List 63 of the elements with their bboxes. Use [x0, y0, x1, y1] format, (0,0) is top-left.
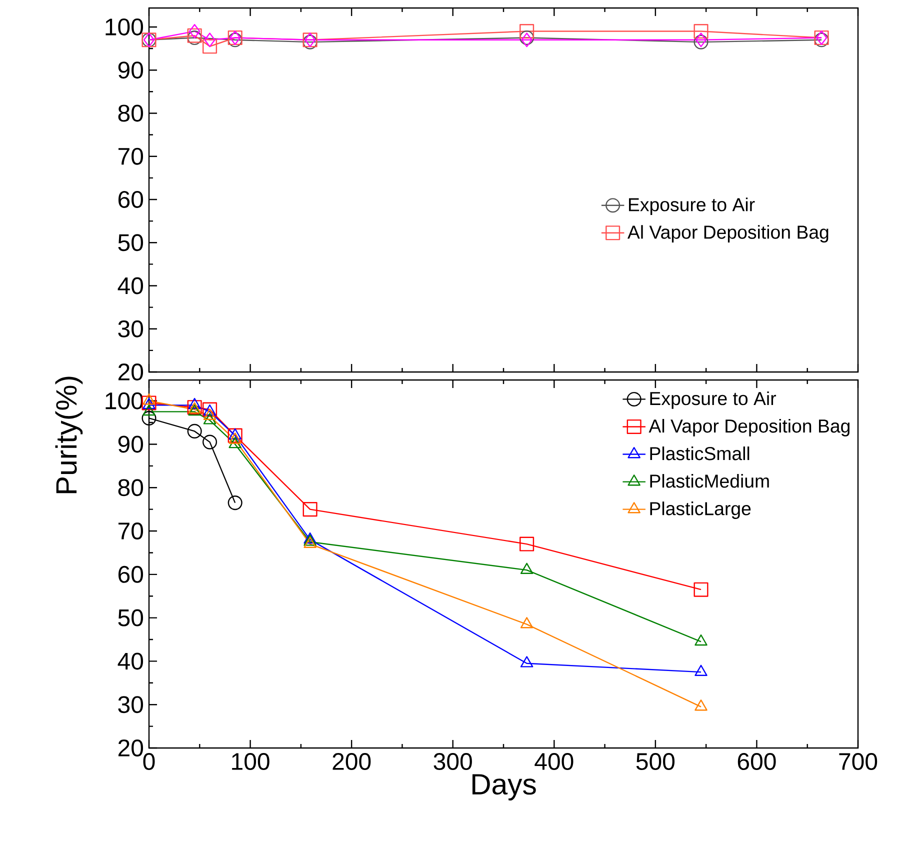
- y-tick-label: 60: [118, 190, 144, 208]
- x-tick-label: 300: [434, 753, 472, 770]
- y-tick-label: 70: [118, 148, 144, 165]
- y-tick-label: 90: [118, 436, 144, 453]
- point: [142, 404, 156, 416]
- x-tick-label: 700: [839, 753, 878, 770]
- point: [304, 532, 316, 544]
- x-axis-title: Days: [472, 774, 536, 800]
- legend-label: Exposure to Air: [650, 391, 776, 409]
- point: [520, 536, 534, 552]
- y-tick-label: 60: [118, 566, 144, 583]
- point: [228, 432, 242, 444]
- y-tick-label: 30: [118, 696, 144, 714]
- point: [228, 428, 242, 443]
- y-tick-label: 70: [118, 522, 144, 540]
- y-tick-label: 40: [118, 652, 144, 670]
- point: [520, 617, 534, 628]
- point: [520, 24, 534, 39]
- x-tick-label: 600: [738, 753, 776, 770]
- y-tick-label: 20: [118, 363, 144, 380]
- y-tick-label: 40: [118, 277, 144, 294]
- point: [694, 664, 708, 676]
- legend-label: Al Vapor Deposition Bag: [648, 418, 850, 436]
- point: [228, 428, 242, 440]
- y-tick-label: 80: [118, 479, 144, 496]
- legend-label: PlasticMedium: [650, 474, 769, 488]
- point: [188, 398, 201, 410]
- y-tick-label: 100: [106, 18, 144, 36]
- point: [694, 24, 708, 39]
- point: [302, 502, 318, 517]
- point: [188, 24, 200, 39]
- point: [694, 582, 708, 597]
- point: [228, 496, 242, 510]
- x-tick-label: 400: [534, 753, 574, 770]
- legend-label: PlasticSmall: [650, 446, 750, 460]
- point: [142, 410, 156, 426]
- point: [142, 394, 156, 405]
- legend-label: PlasticLarge: [650, 502, 751, 519]
- point: [202, 434, 218, 450]
- x-tick-label: 200: [332, 753, 371, 770]
- legend-label: Al Vapor Deposition Bag: [628, 225, 828, 243]
- x-tick-label: 500: [636, 753, 675, 770]
- y-tick-label: 50: [118, 234, 144, 252]
- y-tick-label: 50: [118, 609, 144, 626]
- x-tick-label: 100: [232, 753, 270, 770]
- point: [188, 404, 201, 416]
- y-tick-label: 20: [118, 739, 144, 756]
- legend-label: Exposure to Air: [628, 198, 755, 215]
- point: [694, 634, 708, 646]
- y-tick-label: 30: [118, 320, 144, 338]
- point: [694, 700, 708, 711]
- y-tick-label: 80: [118, 104, 144, 122]
- x-tick-label: 0: [143, 753, 155, 770]
- y-axis-title: Purity(%): [55, 376, 83, 494]
- y-tick-label: 90: [118, 62, 144, 79]
- point: [204, 32, 216, 48]
- point: [228, 436, 242, 448]
- point: [187, 424, 202, 438]
- point: [202, 39, 218, 54]
- point: [203, 408, 216, 420]
- point: [520, 656, 534, 668]
- point: [203, 413, 216, 424]
- point: [520, 562, 534, 574]
